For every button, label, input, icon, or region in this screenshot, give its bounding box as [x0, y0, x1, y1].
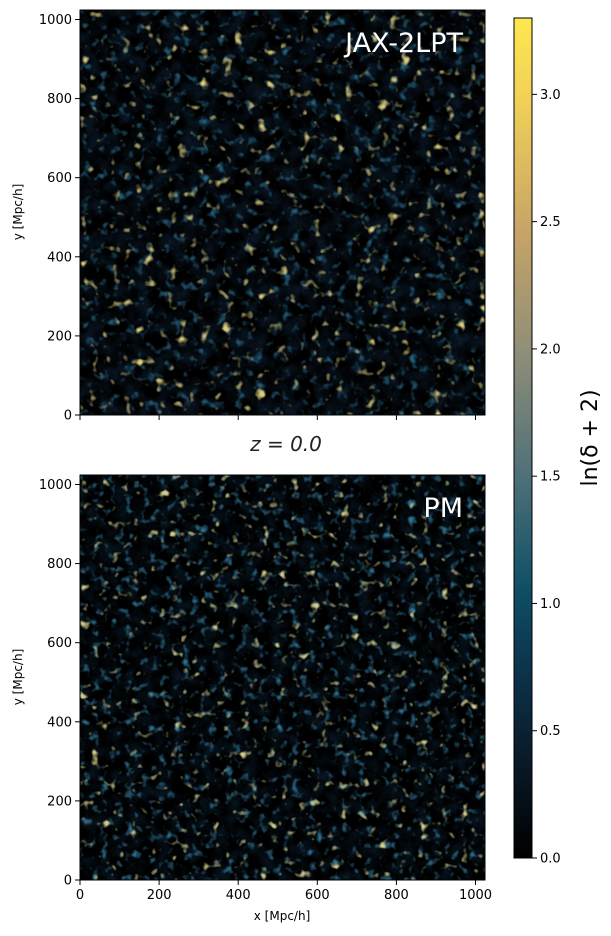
panel-2-xlabel: x [Mpc/h] — [254, 909, 311, 923]
panel-jax-2lpt: 0 200 400 600 800 1000 JAX-2LPT y [Mpc/h] — [11, 9, 486, 424]
panel-1-ytick-label: 1000 — [39, 13, 72, 28]
panel-1-ylabel: y [Mpc/h] — [11, 184, 25, 241]
panel-1-frame — [79, 9, 486, 416]
panel-2-ytick-label: 1000 — [39, 478, 72, 493]
panel-2-xtick-label: 800 — [384, 888, 409, 903]
panel-2-frame — [79, 474, 486, 881]
panel-2-ytick-label: 400 — [47, 715, 72, 730]
panel-1-ytick-label: 800 — [47, 92, 72, 107]
colorbar-tick-label: 2.0 — [540, 342, 561, 357]
panel-2-xtick-label: 600 — [305, 888, 330, 903]
colorbar: 0.0 0.5 1.0 1.5 2.0 2.5 3.0 ln(δ + 2) — [513, 17, 603, 867]
panel-2-ytick-label: 200 — [47, 794, 72, 809]
colorbar-tick-label: 2.5 — [540, 215, 561, 230]
panel-2-ytick-label: 0 — [64, 874, 72, 889]
colorbar-tick-label: 0.5 — [540, 724, 561, 739]
panel-2-ytick-label: 800 — [47, 557, 72, 572]
panel-2-title: PM — [423, 493, 463, 524]
redshift-title: z = 0.0 — [249, 432, 322, 456]
panel-1-title: JAX-2LPT — [343, 28, 463, 59]
panel-2-ytick-label: 600 — [47, 636, 72, 651]
colorbar-tick-label: 0.0 — [540, 852, 561, 867]
panel-2-xtick-label: 1000 — [459, 888, 492, 903]
colorbar-tick-label: 1.0 — [540, 597, 561, 612]
panel-1-ytick-label: 400 — [47, 250, 72, 265]
panel-1-ytick-label: 600 — [47, 171, 72, 186]
density-field-1 — [80, 10, 485, 415]
colorbar-tick-label: 3.0 — [540, 88, 561, 103]
panel-1-ytick-label: 0 — [64, 409, 72, 424]
panel-2-xtick-label: 0 — [76, 888, 84, 903]
colorbar-label: ln(δ + 2) — [578, 389, 603, 486]
panel-2-xtick-label: 400 — [226, 888, 251, 903]
panel-2-ylabel: y [Mpc/h] — [11, 649, 25, 706]
colorbar-gradient — [513, 17, 533, 859]
panel-1-ytick-label: 200 — [47, 329, 72, 344]
density-field-2 — [80, 475, 485, 880]
panel-2-xtick-label: 200 — [147, 888, 172, 903]
panel-pm: 0 200 400 600 800 1000 0 200 400 600 800 1000 PM y … — [11, 474, 492, 923]
colorbar-tick-label: 1.5 — [540, 470, 561, 485]
